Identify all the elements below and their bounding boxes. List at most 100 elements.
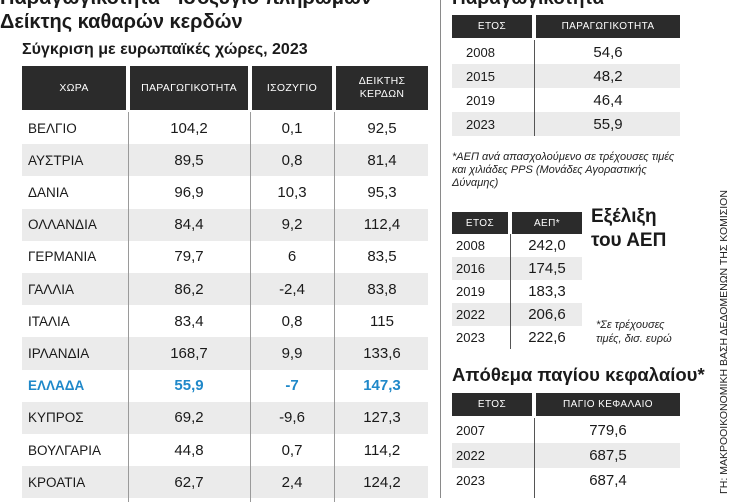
productivity-cell: 84,4 [174, 216, 204, 234]
gdp-title-line1: Εξέλιξη [591, 206, 657, 227]
productivity-cell: 168,7 [170, 344, 208, 362]
header-country: ΧΩΡΑ [22, 66, 126, 110]
year-cell: 2008 [466, 44, 495, 60]
productivity-cell: 55,9 [174, 377, 204, 395]
country-cell: ΚΡΟΑΤΙΑ [28, 474, 86, 490]
value-cell: 48,2 [593, 67, 623, 85]
country-cell: ΕΛΛΑΔΑ [28, 378, 85, 394]
capital-header-year: ΕΤΟΣ [452, 393, 532, 416]
header-productivity: ΠΑΡΑΓΩΓΙΚΟΤΗΤΑ [130, 66, 248, 110]
table-row [452, 443, 680, 468]
profit-cell: 127,3 [363, 409, 401, 427]
profit-cell: 115 [370, 312, 394, 330]
value-cell: 222,6 [528, 329, 566, 346]
table-row [22, 144, 428, 177]
table-row [22, 369, 428, 402]
year-cell: 2015 [466, 68, 495, 84]
profit-cell: 147,3 [363, 377, 401, 395]
profit-cell: 95,3 [367, 183, 397, 201]
balance-cell: 6 [287, 248, 297, 266]
productivity-cell: 62,7 [174, 473, 204, 491]
productivity-cell: 104,2 [170, 119, 208, 137]
productivity-cell: 69,2 [174, 409, 204, 427]
productivity-cell: 44,8 [174, 441, 204, 459]
country-cell: ΑΥΣΤΡΙΑ [28, 152, 84, 168]
country-cell: ΓΕΡΜΑΝΙΑ [28, 249, 97, 265]
balance-cell: -2,4 [279, 280, 305, 298]
column-divider [534, 40, 535, 136]
country-cell: ΒΟΥΛΓΑΡΙΑ [28, 442, 102, 458]
balance-cell: 0,8 [281, 151, 303, 169]
subtitle: Σύγκριση με ευρωπαϊκές χώρες, 2023 [22, 41, 308, 58]
year-cell: 2023 [456, 473, 485, 488]
table-row [22, 208, 428, 241]
productivity-cell: 89,5 [174, 151, 204, 169]
country-cell: ΚΥΠΡΟΣ [28, 410, 84, 426]
table-row [452, 112, 680, 136]
section-divider [440, 0, 441, 498]
table-row [452, 64, 680, 88]
gdp-title-line2: του ΑΕΠ [591, 230, 667, 251]
table-row [22, 240, 428, 273]
profit-cell: 83,5 [367, 248, 397, 266]
value-cell: 55,9 [593, 115, 623, 133]
productivity-cell: 96,9 [174, 183, 204, 201]
year-cell: 2007 [456, 423, 485, 438]
prod-header-value: ΠΑΡΑΓΩΓΙΚΟΤΗΤΑ [536, 15, 680, 38]
profit-cell: 124,2 [363, 473, 401, 491]
balance-cell: -9,6 [279, 409, 305, 427]
column-divider [128, 112, 129, 502]
year-cell: 2016 [456, 261, 485, 276]
table-row [22, 434, 428, 467]
productivity-cell: 86,2 [174, 280, 204, 298]
year-cell: 2019 [466, 92, 495, 108]
main-title-line2: Δείκτης καθαρών κερδών [0, 11, 243, 33]
table-row [22, 305, 428, 338]
table-row [22, 337, 428, 370]
value-cell: 242,0 [528, 237, 566, 254]
productivity-cell: 79,7 [174, 248, 204, 266]
source-credit: ΓΗ: ΜΑΚΡΟΟΙΚΟΝΟΜΙΚΗ ΒΑΣΗ ΔΕΔΟΜΕΝΩΝ ΤΗΣ Κ… [718, 190, 730, 494]
balance-cell: -7 [285, 377, 299, 395]
table-row [452, 257, 582, 280]
header-balance: ΙΣΟΖΥΓΙΟ [252, 66, 332, 110]
table-row [22, 273, 428, 306]
profit-cell: 112,4 [363, 216, 401, 234]
value-cell: 183,3 [528, 283, 566, 300]
year-cell: 2023 [466, 116, 495, 132]
header-profit: ΔΕΙΚΤΗΣ ΚΕΡΔΩΝ [336, 66, 428, 110]
value-cell: 687,5 [589, 447, 627, 464]
value-cell: 206,6 [528, 306, 566, 323]
column-divider [250, 112, 251, 502]
gdp-note-line2: τιμές, δισ. ευρώ [596, 333, 672, 345]
year-cell: 2022 [456, 307, 485, 322]
table-row [22, 401, 428, 434]
balance-cell: 9,2 [281, 216, 303, 234]
productivity-title: Παραγωγικότητα [452, 0, 604, 10]
table-row [22, 176, 428, 209]
profit-cell: 83,8 [367, 280, 397, 298]
profit-cell: 92,5 [367, 119, 397, 137]
value-cell: 687,4 [589, 472, 627, 489]
value-cell: 46,4 [593, 91, 623, 109]
productivity-cell: 83,4 [174, 312, 204, 330]
year-cell: 2019 [456, 284, 485, 299]
value-cell: 779,6 [589, 422, 627, 439]
year-cell: 2023 [456, 330, 485, 345]
country-cell: ΟΛΛΑΝΔΙΑ [28, 217, 97, 233]
gdp-header-value: ΑΕΠ* [512, 212, 582, 234]
gdp-col-divider [510, 234, 511, 349]
year-cell: 2008 [456, 238, 485, 253]
balance-cell: 2,4 [281, 473, 303, 491]
country-cell: ΙΤΑΛΙΑ [28, 313, 70, 329]
profit-cell: 133,6 [363, 344, 401, 362]
country-cell: ΓΑΛΛΙΑ [28, 281, 74, 297]
balance-cell: 10,3 [277, 183, 307, 201]
main-title-line1: Παραγωγικότητα - Ισοζύγιο πληρωμών - [0, 0, 384, 10]
balance-cell: 0,8 [281, 312, 303, 330]
balance-cell: 0,1 [281, 119, 303, 137]
country-cell: ΙΡΛΑΝΔΙΑ [28, 345, 90, 361]
balance-cell: 9,9 [281, 344, 303, 362]
table-row [22, 466, 428, 499]
profit-cell: 114,2 [363, 441, 401, 459]
